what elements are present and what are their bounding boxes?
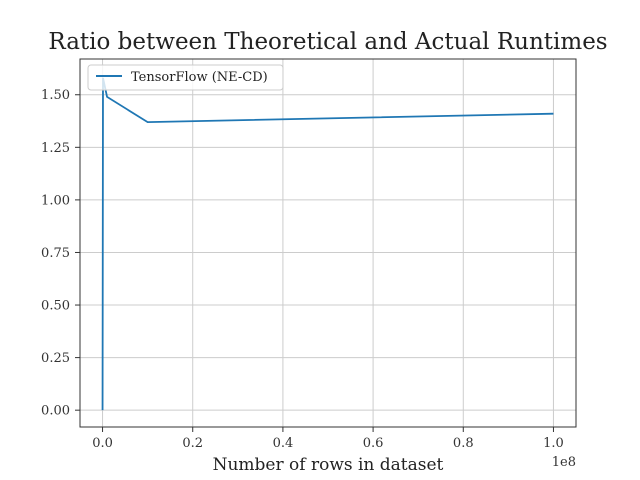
x-tick-label: 1.0 xyxy=(543,436,564,451)
legend-label: TensorFlow (NE-CD) xyxy=(131,70,268,85)
y-tick-label: 0.25 xyxy=(41,351,70,366)
legend: TensorFlow (NE-CD) xyxy=(87,64,284,91)
x-tick-label: 0.8 xyxy=(453,436,474,451)
y-axis: 0.00 0.25 0.50 0.75 1.00 1.25 1.50 xyxy=(41,88,80,419)
y-tick-label: 1.25 xyxy=(41,141,70,156)
y-tick-label: 0.75 xyxy=(41,246,70,261)
x-axis: 0.0 0.2 0.4 0.6 0.8 1.0 xyxy=(92,427,564,451)
x-tick-label: 0.0 xyxy=(92,436,113,451)
x-axis-label: Number of rows in dataset xyxy=(213,455,444,475)
series-layer xyxy=(101,77,554,411)
y-tick-label: 1.00 xyxy=(41,193,70,208)
chart-title: Ratio between Theoretical and Actual Run… xyxy=(48,29,607,55)
legend-box xyxy=(87,64,284,91)
x-tick-label: 0.4 xyxy=(273,436,294,451)
x-axis-offset-label: 1e8 xyxy=(552,455,576,470)
grid xyxy=(80,59,576,427)
y-tick-label: 1.50 xyxy=(41,88,70,103)
plot-frame xyxy=(79,58,577,428)
y-tick-label: 0.50 xyxy=(41,299,70,314)
y-tick-label: 0.00 xyxy=(41,404,70,419)
series-line xyxy=(101,77,554,411)
x-tick-label: 0.6 xyxy=(363,436,384,451)
x-tick-label: 0.2 xyxy=(182,436,203,451)
